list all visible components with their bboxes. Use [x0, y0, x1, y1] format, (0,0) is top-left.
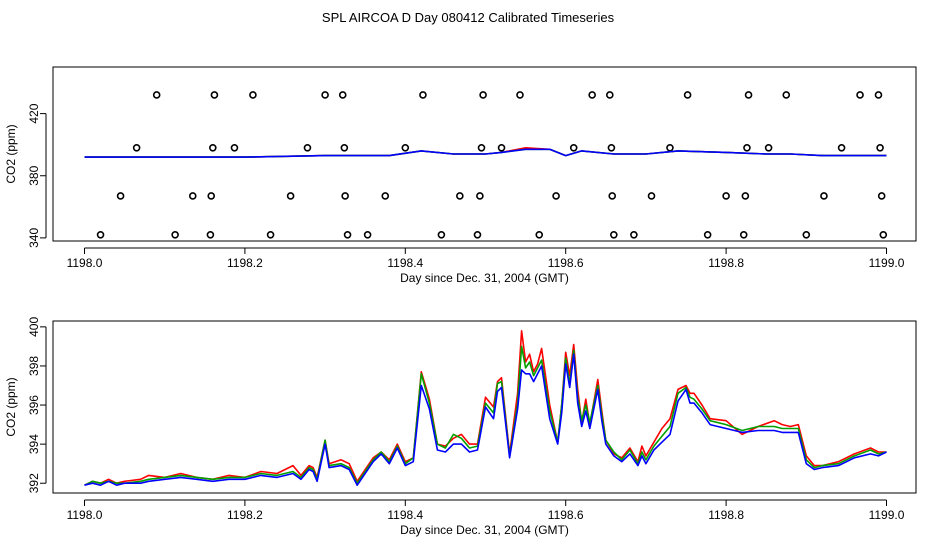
data-point-marker [401, 143, 410, 152]
series-line-blue [84, 353, 887, 487]
panel-bottom: 1198.0 1198.2 1198.4 1198.6 1198.8 1199.0 Day … [4, 317, 917, 537]
data-point-marker [132, 143, 141, 152]
chart-title: SPL AIRCOA D Day 080412 Calibrated Times… [321, 10, 615, 25]
data-point-marker [152, 91, 161, 99]
data-point-marker [479, 91, 487, 99]
data-point-marker [743, 143, 751, 152]
data-point-marker [630, 230, 638, 239]
x-tick-label: 1199.0 [869, 508, 905, 522]
data-point-marker [266, 230, 275, 239]
data-point-marker [820, 192, 828, 200]
y-tick-label: 398 [27, 356, 41, 376]
data-point-marker [343, 230, 352, 239]
data-point-marker [473, 230, 482, 239]
x-tick-label: 1198.8 [708, 508, 744, 522]
x-tick-label: 1198.2 [227, 256, 263, 270]
data-point-marker [207, 192, 216, 200]
series-line-blue [84, 148, 887, 158]
data-point-marker [877, 192, 886, 200]
data-point-marker [210, 91, 219, 99]
data-point-marker [876, 143, 884, 152]
y-axis-title: CO2 (ppm) [4, 124, 18, 183]
data-point-marker [610, 230, 618, 239]
data-point-marker [303, 143, 312, 152]
y-tick-label: 380 [27, 165, 41, 185]
y-tick-label: 400 [27, 317, 41, 337]
data-point-marker [764, 143, 773, 152]
series-line-red [84, 329, 887, 486]
data-point-marker [497, 143, 506, 152]
data-point-marker [476, 192, 484, 200]
data-point-marker [569, 143, 578, 152]
data-point-marker [286, 192, 295, 200]
y-tick-label: 394 [27, 434, 41, 454]
data-point-marker [552, 192, 560, 200]
data-point-marker [206, 230, 215, 239]
data-point-marker [588, 91, 596, 99]
data-point-marker [647, 192, 656, 200]
x-tick-label: 1198.0 [67, 508, 103, 522]
x-axis-title: Day since Dec. 31, 2004 (GMT) [400, 271, 569, 285]
data-point-marker [456, 192, 464, 200]
data-point-marker [338, 91, 347, 99]
data-point-marker [209, 143, 217, 152]
x-axis-title: Day since Dec. 31, 2004 (GMT) [400, 523, 569, 537]
data-point-marker [782, 91, 791, 99]
data-point-marker [230, 143, 239, 152]
data-point-marker [874, 91, 883, 99]
data-point-marker [744, 91, 753, 99]
data-point-marker [739, 230, 748, 239]
x-tick-label: 1198.4 [387, 256, 423, 270]
data-point-marker [722, 192, 730, 200]
data-point-marker [341, 192, 349, 200]
y-axis-title: CO2 (ppm) [4, 377, 18, 436]
data-point-marker [802, 230, 811, 239]
data-point-marker [606, 91, 614, 99]
data-point-marker [607, 143, 616, 152]
data-point-marker [381, 192, 390, 200]
x-tick-label: 1198.4 [387, 508, 423, 522]
x-tick-label: 1198.6 [548, 508, 584, 522]
data-point-marker [437, 230, 446, 239]
data-point-marker [171, 230, 179, 239]
x-tick-label: 1198.8 [708, 256, 744, 270]
data-point-marker [419, 91, 427, 99]
y-tick-label: 392 [27, 473, 41, 493]
plot-frame [52, 320, 917, 494]
plot-frame [52, 66, 917, 242]
data-point-marker [363, 230, 372, 239]
y-tick-label: 420 [27, 103, 41, 123]
data-point-marker [516, 91, 524, 99]
x-tick-label: 1199.0 [869, 256, 905, 270]
data-point-marker [96, 230, 105, 239]
data-point-marker [535, 230, 544, 239]
data-point-marker [703, 230, 712, 239]
data-point-marker [856, 91, 864, 99]
series-line-green [84, 345, 887, 486]
x-tick-label: 1198.2 [227, 508, 263, 522]
data-point-marker [666, 143, 674, 152]
y-tick-label: 340 [27, 228, 41, 248]
data-point-marker [249, 91, 257, 99]
data-point-marker [116, 192, 125, 200]
data-point-marker [879, 230, 888, 239]
data-point-marker [837, 143, 846, 152]
data-point-marker [321, 91, 329, 99]
data-point-marker [188, 192, 197, 200]
data-point-marker [477, 143, 486, 152]
x-tick-label: 1198.6 [548, 256, 584, 270]
panel-top: 1198.0 1198.2 1198.4 1198.6 1198.8 1199.0 Day … [4, 66, 917, 285]
data-point-marker [741, 192, 750, 200]
data-point-marker [683, 91, 692, 99]
y-tick-label: 396 [27, 395, 41, 415]
x-tick-label: 1198.0 [67, 256, 103, 270]
data-point-marker [608, 192, 617, 200]
data-point-marker [340, 143, 349, 152]
